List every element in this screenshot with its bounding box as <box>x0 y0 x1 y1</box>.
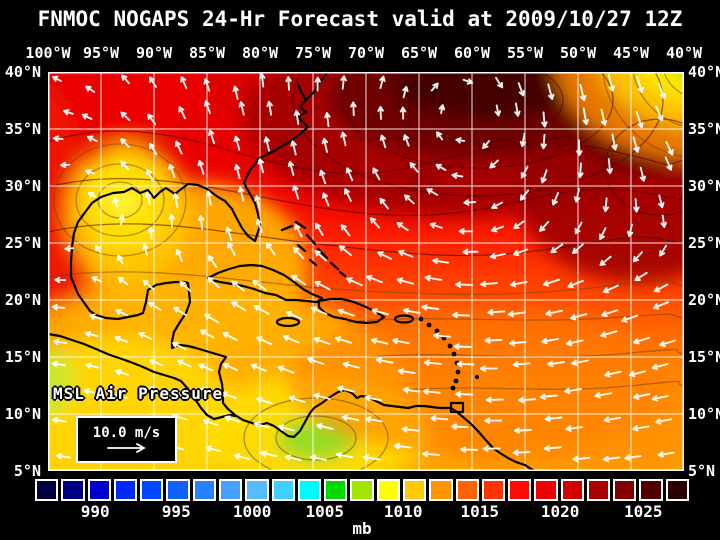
lat-lon-gridlines <box>48 72 684 471</box>
colorbar-cell <box>61 479 85 501</box>
colorbar-cell <box>218 479 243 501</box>
wind-scale-legend: 10.0 m/s <box>76 416 177 463</box>
latitude-axis-right: 40°N 35°N 30°N 25°N 20°N 15°N 10°N 5°N <box>686 0 720 540</box>
lat-tick-label: 15°N <box>688 348 720 366</box>
colorbar-cell <box>429 479 453 501</box>
lon-tick-label: 60°W <box>453 44 491 62</box>
lon-tick-label: 80°W <box>241 44 279 62</box>
lat-tick-label: 30°N <box>4 177 41 195</box>
lon-tick-label: 65°W <box>400 44 438 62</box>
colorbar-cell <box>113 479 138 501</box>
pressure-contour-lines <box>48 72 684 471</box>
lat-tick-label: 35°N <box>688 120 720 138</box>
colorbar <box>35 479 690 501</box>
wind-scale-label: 10.0 m/s <box>92 425 161 441</box>
lat-tick-label: 5°N <box>688 462 716 480</box>
lat-tick-label: 30°N <box>688 177 720 195</box>
colorbar-tick-label: 995 <box>161 502 191 521</box>
colorbar-cell <box>350 479 374 501</box>
coast-pacific-central-america <box>48 332 238 421</box>
lon-tick-label: 75°W <box>294 44 332 62</box>
lon-tick-label: 70°W <box>347 44 385 62</box>
lat-tick-label: 40°N <box>4 63 41 81</box>
colorbar-cell <box>87 479 111 501</box>
coast-mexico-central-south-america <box>88 280 537 471</box>
lon-tick-label: 45°W <box>612 44 650 62</box>
lon-tick-label: 95°W <box>82 44 120 62</box>
lat-tick-label: 25°N <box>4 234 41 252</box>
coast-chesapeake-inlet <box>296 82 308 102</box>
page-title: FNMOC NOGAPS 24-Hr Forecast valid at 200… <box>37 7 683 31</box>
lon-tick-label: 40°W <box>665 44 703 62</box>
colorbar-cell <box>402 479 427 501</box>
lon-tick-label: 50°W <box>559 44 597 62</box>
wind-scale-arrow <box>106 443 146 453</box>
coast-bahamas <box>280 220 347 278</box>
coast-jamaica <box>275 316 301 328</box>
colorbar-cell <box>455 479 479 501</box>
coast-puerto-rico <box>393 314 415 324</box>
colorbar-tick-label: 1000 <box>232 502 272 521</box>
lat-tick-label: 35°N <box>4 120 41 138</box>
latitude-axis-left: 40°N 35°N 30°N 25°N 20°N 15°N 10°N 5°N <box>0 0 45 540</box>
colorbar-tick-label: 990 <box>80 502 110 521</box>
colorbar-tick-label: 1020 <box>540 502 580 521</box>
colorbar-cell <box>639 479 663 501</box>
lat-tick-label: 10°N <box>4 405 41 423</box>
map-border <box>48 72 684 471</box>
colorbar-tick-label: 1015 <box>460 502 499 521</box>
longitude-axis: 100°W 95°W 90°W 85°W 80°W 75°W 70°W 65°W 60°W 55°… <box>0 44 720 62</box>
wind-vectors <box>51 73 676 463</box>
field-label: MSL Air Pressure <box>53 384 224 403</box>
coast-trinidad <box>449 401 465 414</box>
colorbar-cell <box>324 479 348 501</box>
lon-tick-label: 55°W <box>506 44 544 62</box>
lat-tick-label: 25°N <box>688 234 720 252</box>
lat-tick-label: 10°N <box>688 405 720 423</box>
lat-tick-label: 20°N <box>688 291 720 309</box>
lat-tick-label: 15°N <box>4 348 41 366</box>
colorbar-cell <box>534 479 558 501</box>
colorbar-cell <box>665 479 690 501</box>
colorbar-cell <box>35 479 59 501</box>
coastlines <box>48 72 537 471</box>
colorbar-tick-label: 1010 <box>383 502 423 521</box>
lon-tick-label: 100°W <box>25 44 71 62</box>
pressure-map <box>48 72 684 471</box>
colorbar-cell <box>481 479 506 501</box>
colorbar-unit-label: mb <box>352 519 372 538</box>
lon-tick-label: 85°W <box>188 44 226 62</box>
colorbar-cell <box>376 479 400 501</box>
colorbar-cell <box>297 479 322 501</box>
colorbar-cell <box>560 479 584 501</box>
colorbar-tick-label: 1005 <box>305 502 344 521</box>
colorbar-cell <box>166 479 190 501</box>
lat-tick-label: 20°N <box>4 291 41 309</box>
colorbar-cell <box>192 479 216 501</box>
lon-tick-label: 90°W <box>135 44 173 62</box>
colorbar-cell <box>586 479 611 501</box>
colorbar-cell <box>140 479 164 501</box>
lat-tick-label: 5°N <box>13 462 41 480</box>
colorbar-cell <box>508 479 532 501</box>
colorbar-tick-label: 1025 <box>623 502 663 521</box>
colorbar-cell <box>271 479 295 501</box>
colorbar-tick-labels: 990 995 1000 1005 1010 1015 1020 1025 <box>35 502 689 521</box>
colorbar-cell <box>613 479 637 501</box>
colorbar-cell <box>245 479 269 501</box>
coast-north-america <box>69 72 330 313</box>
coast-hispaniola <box>317 297 386 325</box>
lat-tick-label: 40°N <box>688 63 720 81</box>
